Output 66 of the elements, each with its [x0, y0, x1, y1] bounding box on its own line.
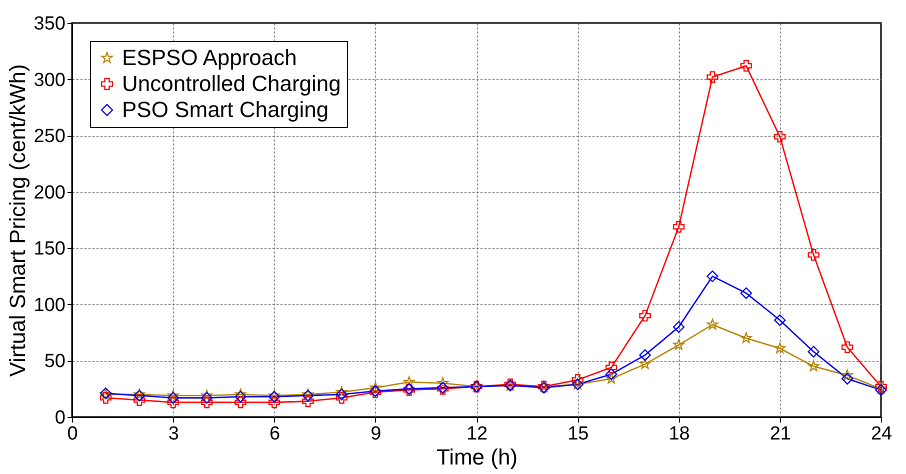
point [234, 390, 246, 403]
point [706, 71, 718, 83]
point [437, 377, 448, 388]
point [134, 394, 146, 406]
y-tick-label: 350 [34, 14, 66, 34]
point [672, 321, 685, 333]
x-tick-label: 24 [870, 424, 892, 444]
point [808, 360, 820, 372]
point [706, 318, 718, 330]
point [605, 368, 618, 380]
point [370, 382, 381, 393]
point [672, 220, 685, 233]
x-tick-label: 15 [568, 424, 589, 444]
point [201, 390, 212, 400]
point [605, 362, 618, 374]
point [200, 396, 213, 408]
x-tick-label: 3 [168, 424, 179, 444]
point [774, 314, 786, 326]
legend-label: ESPSO Approach [122, 45, 297, 70]
point [234, 388, 246, 400]
point [841, 341, 854, 354]
point [740, 332, 752, 344]
x-tick-label: 12 [466, 424, 488, 444]
point [706, 270, 718, 282]
y-tick-label: 50 [44, 351, 66, 372]
point [842, 370, 853, 380]
point [403, 376, 415, 387]
y-tick-label: 100 [34, 294, 66, 316]
x-tick-label: 9 [370, 424, 382, 444]
y-tick-label: 150 [34, 238, 66, 260]
point [808, 346, 820, 358]
point [336, 386, 348, 398]
x-axis-title: Time (h) [436, 444, 518, 470]
point [234, 396, 246, 408]
point [302, 395, 314, 408]
legend-label: PSO Smart Charging [122, 97, 329, 122]
y-tick-label: 250 [34, 126, 66, 148]
point [167, 392, 179, 404]
point [740, 60, 752, 72]
point [774, 342, 786, 354]
y-tick-label: 300 [34, 70, 66, 91]
point [336, 392, 348, 404]
point [639, 349, 651, 361]
x-tick-label: 21 [770, 424, 791, 444]
x-tick-label: 18 [668, 424, 690, 444]
point [673, 339, 684, 350]
y-tick-label: 200 [34, 182, 66, 204]
point [167, 396, 179, 408]
point [841, 372, 854, 385]
point [168, 390, 179, 400]
legend-label: Uncontrolled Charging [122, 71, 341, 96]
point [808, 249, 820, 261]
y-tick-label: 0 [54, 408, 66, 428]
y-axis-title: Virtual Smart Pricing (cent/kWh) [4, 64, 30, 377]
point [875, 380, 887, 392]
point [740, 287, 752, 300]
point [606, 372, 617, 384]
point [200, 392, 213, 404]
point [774, 130, 786, 143]
point [268, 396, 280, 408]
point [639, 310, 651, 322]
point [336, 388, 348, 400]
x-tick-label: 6 [269, 424, 280, 444]
point [100, 392, 112, 404]
point [639, 358, 651, 369]
point [268, 390, 280, 400]
